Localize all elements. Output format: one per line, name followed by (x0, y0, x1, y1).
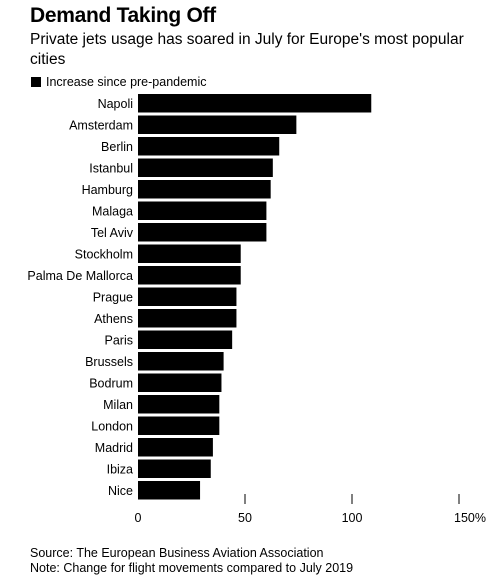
bar (138, 287, 237, 306)
bar (138, 137, 280, 156)
bar (138, 201, 267, 220)
category-label: Ibiza (107, 462, 133, 476)
category-label: Bodrum (89, 376, 133, 390)
category-label: Brussels (85, 355, 133, 369)
category-label: Milan (103, 398, 133, 412)
chart-title: Demand Taking Off (30, 4, 216, 27)
category-label: Berlin (101, 140, 133, 154)
bar (138, 373, 222, 392)
legend-label: Increase since pre-pandemic (46, 75, 207, 89)
bar (138, 330, 233, 349)
chart-subtitle: Private jets usage has soared in July fo… (30, 31, 464, 68)
bar (138, 266, 241, 285)
footnote: Note: Change for flight movements compar… (30, 561, 354, 575)
bar (138, 459, 211, 478)
category-label: Athens (94, 312, 133, 326)
category-label: Amsterdam (69, 118, 133, 132)
bar (138, 115, 297, 134)
bar (138, 438, 213, 457)
bar (138, 416, 220, 435)
category-label: London (91, 419, 133, 433)
bar (138, 180, 271, 199)
category-label: Prague (93, 290, 133, 304)
category-label: Malaga (92, 204, 133, 218)
x-tick-label: 0 (135, 511, 142, 525)
category-label: Stockholm (75, 247, 133, 261)
bar (138, 223, 267, 242)
category-label: Tel Aviv (91, 226, 134, 240)
bar (138, 309, 237, 328)
category-label: Madrid (95, 441, 133, 455)
category-label: Palma De Mallorca (27, 269, 133, 283)
bar (138, 94, 372, 113)
category-label: Hamburg (82, 183, 133, 197)
category-label: Paris (105, 333, 133, 347)
x-tick-label: 50 (238, 511, 252, 525)
category-label: Napoli (98, 97, 133, 111)
legend-swatch (31, 77, 41, 87)
category-label: Istanbul (89, 161, 133, 175)
source-note: Source: The European Business Aviation A… (30, 546, 324, 560)
bar (138, 352, 224, 371)
bar (138, 395, 220, 414)
x-tick-label: 100 (342, 511, 363, 525)
bar (138, 481, 201, 500)
category-label: Nice (108, 484, 133, 498)
bar (138, 244, 241, 263)
x-tick-label: 150% (454, 511, 486, 525)
legend: Increase since pre-pandemic (31, 75, 207, 89)
bar (138, 158, 273, 177)
